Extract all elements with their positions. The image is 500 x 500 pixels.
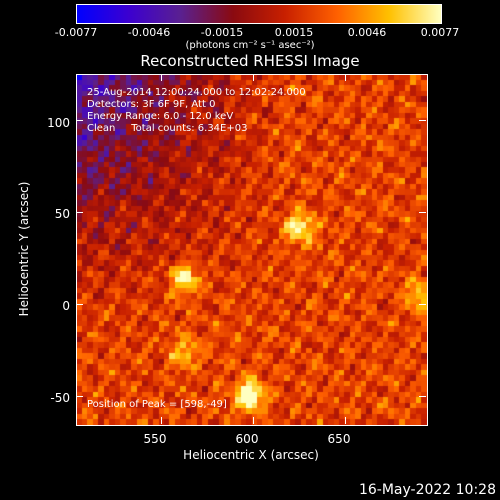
y-tick-label: 100 <box>47 116 70 130</box>
axis-tick <box>252 417 254 424</box>
axis-tick <box>419 212 426 214</box>
annotation-energy-range: Energy Range: 6.0 - 12.0 keV <box>87 111 234 122</box>
colorbar-tick-label: 0.0077 <box>420 26 460 39</box>
y-tick-label: 0 <box>62 299 70 313</box>
x-tick-label: 650 <box>327 432 351 446</box>
x-tick-label: 600 <box>235 432 259 446</box>
chart-title: Reconstructed RHESSI Image <box>140 52 360 70</box>
axis-tick <box>252 74 254 81</box>
y-axis-label: Heliocentric Y (arcsec) <box>17 181 31 317</box>
axis-tick <box>419 396 426 398</box>
axis-tick <box>419 304 426 306</box>
annotation-clean-counts: Clean Total counts: 6.34E+03 <box>87 123 248 134</box>
colorbar <box>76 4 442 24</box>
colorbar-tick-label: -0.0046 <box>127 26 171 39</box>
y-tick-label: -50 <box>50 391 70 405</box>
annotation-detectors: Detectors: 3F 6F 9F, Att 0 <box>87 99 216 110</box>
axis-tick <box>344 74 346 81</box>
colorbar-units: (photons cm⁻² s⁻¹ asec⁻²) <box>185 40 315 51</box>
heatmap-image <box>77 75 427 425</box>
axis-tick <box>76 304 83 306</box>
colorbar-tick-label: 0.0015 <box>274 26 314 39</box>
colorbar-tick-label: -0.0077 <box>54 26 98 39</box>
axis-tick <box>160 74 162 81</box>
axis-tick <box>76 396 83 398</box>
axis-tick <box>419 120 426 122</box>
colorbar-tick-label: 0.0046 <box>347 26 387 39</box>
y-tick-label: 50 <box>54 207 70 221</box>
axis-tick <box>344 417 346 424</box>
axis-tick <box>76 212 83 214</box>
colorbar-gradient <box>77 5 441 23</box>
axis-tick <box>76 120 83 122</box>
annotation-time-range: 25-Aug-2014 12:00:24.000 to 12:02:24.000 <box>87 87 306 98</box>
annotation-peak-position: Position of Peak = [598,-49] <box>87 399 227 410</box>
x-tick-label: 550 <box>143 432 167 446</box>
axis-tick <box>160 417 162 424</box>
plot-timestamp: 16-May-2022 10:28 <box>358 482 496 498</box>
plot-area: 25-Aug-2014 12:00:24.000 to 12:02:24.000… <box>76 74 428 426</box>
x-axis-label: Heliocentric X (arcsec) <box>183 448 319 462</box>
colorbar-tick-label: -0.0015 <box>200 26 244 39</box>
